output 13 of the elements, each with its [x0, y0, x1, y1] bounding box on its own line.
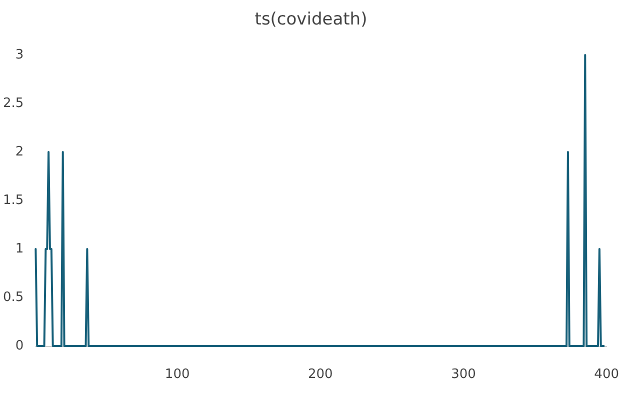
y-tick-label: 0.5 [2, 290, 24, 305]
x-tick-label: 200 [308, 367, 333, 382]
x-tick-label: 100 [164, 367, 190, 382]
y-tick-label: 2 [15, 144, 24, 160]
y-tick-label: 0 [15, 338, 24, 354]
x-tick-label: 300 [451, 367, 476, 382]
x-tick-label: 400 [594, 367, 620, 382]
y-tick-label: 2.5 [2, 96, 24, 111]
line-series [34, 54, 605, 347]
y-tick-label: 1 [15, 242, 24, 256]
y-tick-label: 1.5 [2, 193, 24, 208]
y-tick-label: 3 [15, 48, 24, 62]
chart-title: ts(covideath) [254, 10, 368, 30]
